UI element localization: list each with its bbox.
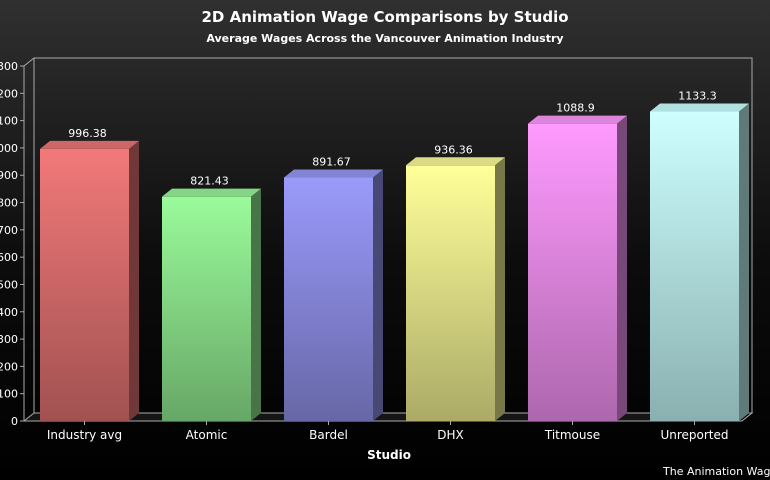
bar-top: [650, 103, 749, 112]
chart-title: 2D Animation Wage Comparisons by Studio: [201, 8, 568, 26]
plot-top-corner: [23, 57, 35, 67]
data-label: 1088.9: [556, 102, 595, 115]
data-label: 996.38: [68, 127, 107, 140]
bar-top: [40, 140, 139, 149]
x-tick-label: Industry avg: [47, 428, 122, 442]
y-tick-label: 1100: [0, 115, 18, 128]
y-axis: 0 100 200 300 400 500 600 700 800 900 1000 1100 1200…: [0, 60, 24, 428]
y-tick-label: 600: [0, 251, 18, 264]
bar-titmouse: 1088.9: [528, 102, 627, 421]
bar-front: [162, 196, 251, 421]
y-tick-label: 200: [0, 360, 18, 373]
x-tick-label: Unreported: [660, 428, 728, 442]
bar-front: [406, 165, 495, 421]
bar-side: [129, 140, 139, 421]
bar-side: [495, 157, 505, 421]
data-label: 936.36: [434, 143, 473, 156]
y-tick-label: 100: [0, 388, 18, 401]
y-tick-label: 900: [0, 169, 18, 182]
footer-credit: The Animation Wage: [662, 465, 770, 478]
bar-industry-avg: 996.38: [40, 127, 139, 421]
bar-top: [528, 115, 627, 124]
bar-front: [40, 148, 129, 421]
bars: 996.38 821.43 891.67 936.36 1088.9 1133.3: [40, 90, 749, 422]
y-tick-label: 1200: [0, 87, 18, 100]
data-label: 1133.3: [678, 90, 717, 103]
y-tick-label: 500: [0, 278, 18, 291]
plot-back-wall: [33, 57, 753, 414]
data-label: 821.43: [190, 175, 229, 188]
y-tick-label: 400: [0, 306, 18, 319]
y-tick-label: 1300: [0, 60, 18, 73]
bar-front: [284, 177, 373, 421]
bar-front: [528, 123, 617, 421]
chart-subtitle: Average Wages Across the Vancouver Anima…: [206, 32, 563, 45]
bar-top: [284, 169, 383, 178]
bar-top: [162, 188, 261, 197]
x-tick-label: Titmouse: [544, 428, 600, 442]
bar-side: [373, 169, 383, 421]
y-tick-label: 0: [11, 415, 18, 428]
bar-top: [406, 157, 505, 166]
bar-front: [650, 111, 739, 422]
bar-dhx: 936.36: [406, 143, 505, 421]
bar-side: [617, 115, 627, 421]
bar-side: [739, 103, 749, 422]
y-tick-label: 300: [0, 333, 18, 346]
x-axis-title: Studio: [367, 448, 411, 462]
bar-bardel: 891.67: [284, 156, 383, 421]
x-tick-label: Atomic: [186, 428, 228, 442]
bar-unreported: 1133.3: [650, 90, 749, 422]
data-label: 891.67: [312, 156, 351, 169]
x-tick-label: Bardel: [309, 428, 348, 442]
y-tick-label: 700: [0, 224, 18, 237]
y-tick-label: 1000: [0, 142, 18, 155]
bar-atomic: 821.43: [162, 175, 261, 421]
x-axis: Industry avg Atomic Bardel DHX Titmouse Unrep…: [47, 421, 729, 442]
bar-side: [251, 188, 261, 421]
y-tick-label: 800: [0, 197, 18, 210]
x-tick-label: DHX: [437, 428, 463, 442]
